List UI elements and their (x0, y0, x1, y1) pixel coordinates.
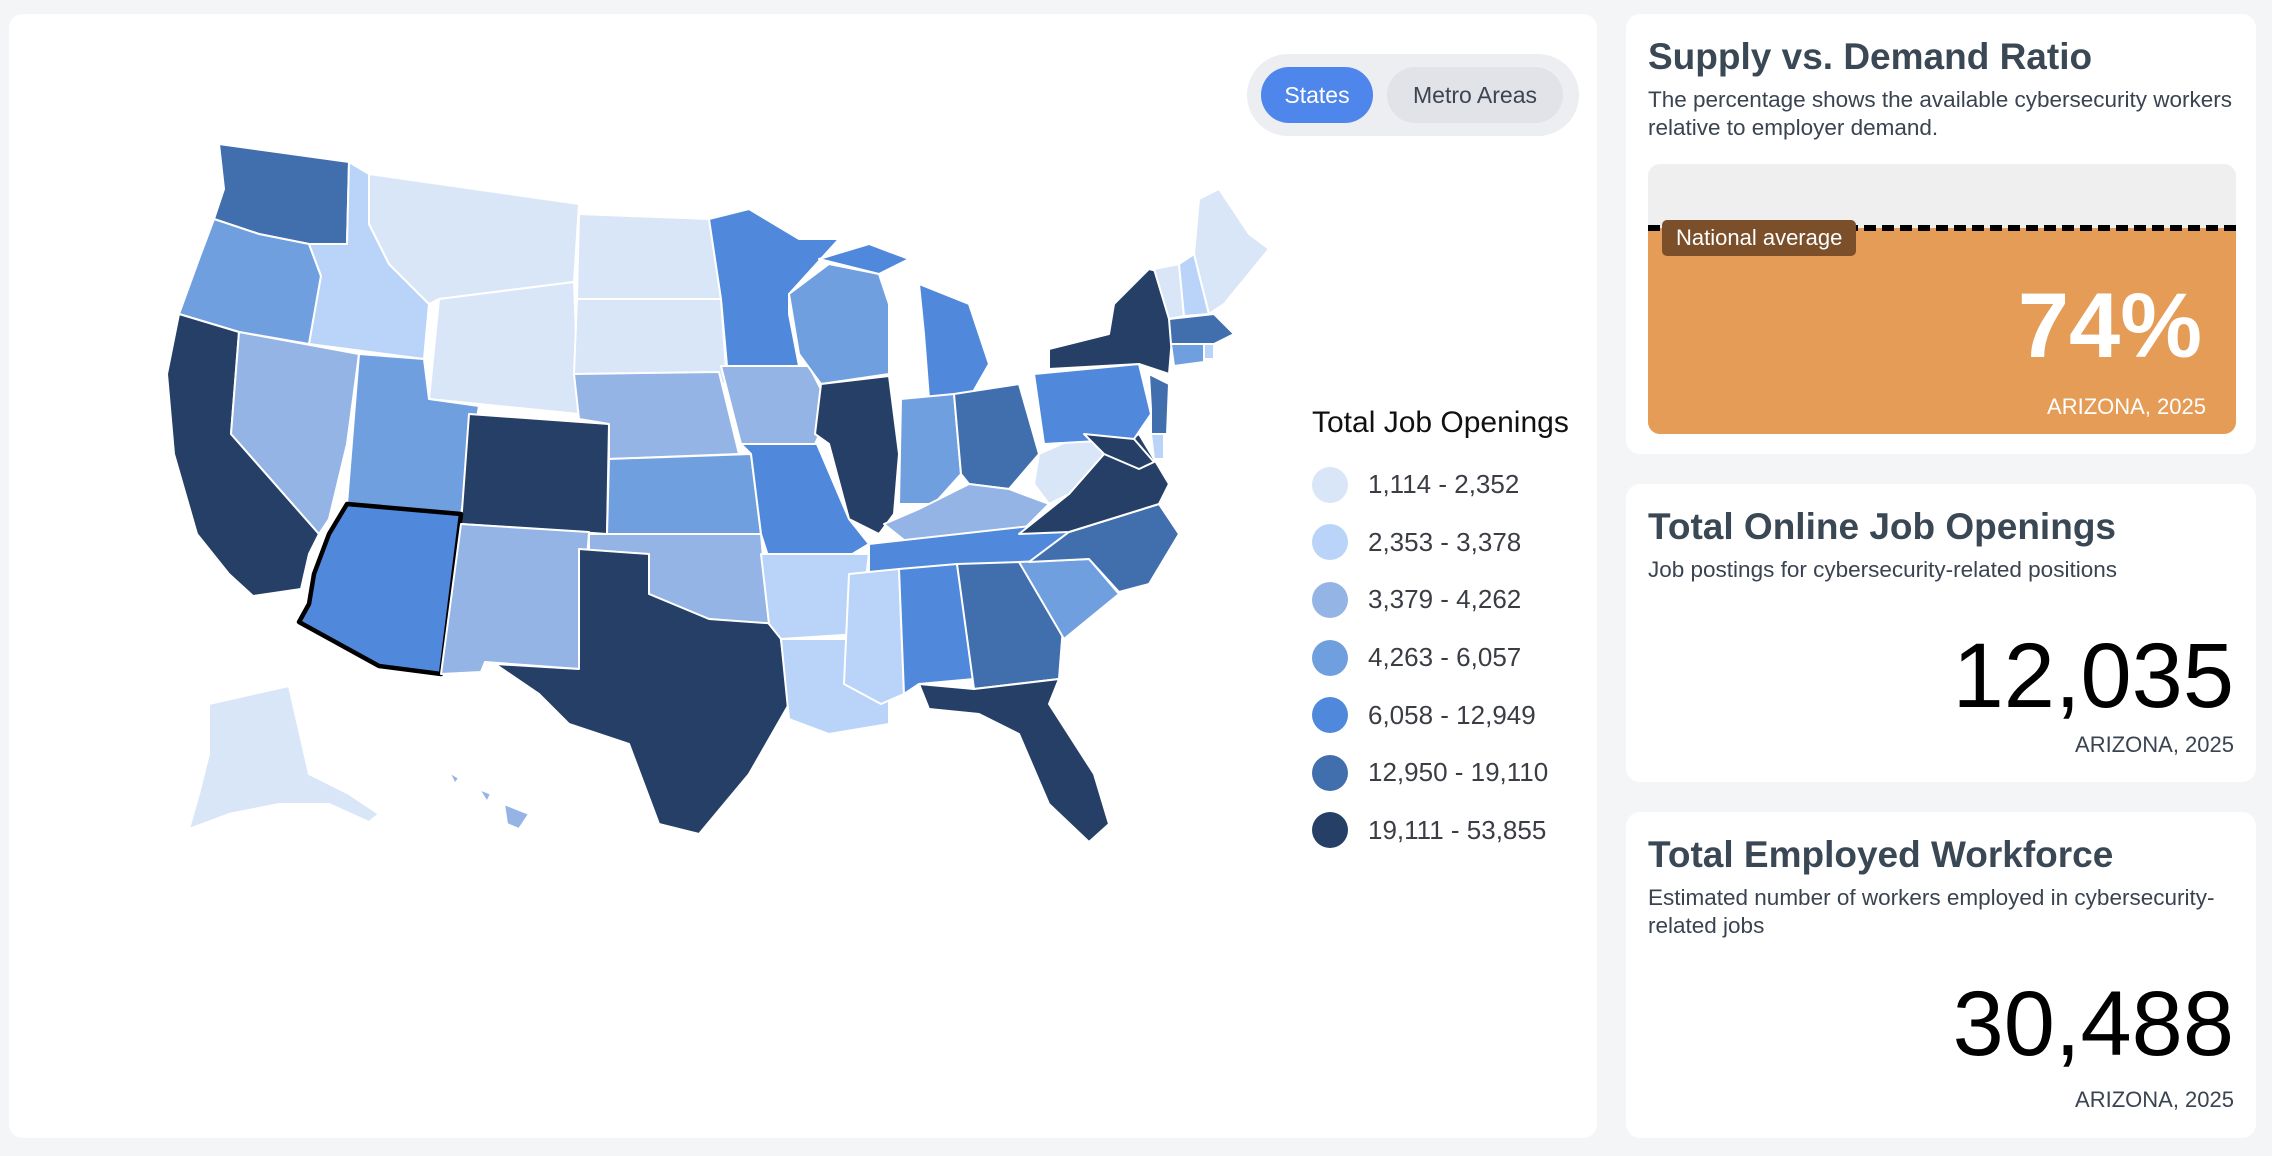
legend-item: 2,353 - 3,378 (1312, 514, 1582, 572)
state-ohio[interactable] (953, 383, 1040, 490)
ratio-value: 74% (2017, 275, 2202, 377)
state-maryland[interactable] (1083, 433, 1155, 470)
legend-items: 1,114 - 2,352 2,353 - 3,378 3,379 - 4,262 4… (1312, 456, 1582, 859)
workforce-card: Total Employed Workforce Estimated numbe… (1626, 812, 2256, 1138)
state-new-jersey[interactable] (1148, 373, 1170, 435)
legend-label: 12,950 - 19,110 (1368, 757, 1549, 788)
state-new-mexico[interactable] (440, 523, 590, 675)
state-indiana[interactable] (898, 393, 962, 505)
states-toggle-button[interactable]: States (1261, 67, 1373, 123)
legend-label: 3,379 - 4,262 (1368, 584, 1522, 615)
legend-item: 1,114 - 2,352 (1312, 456, 1582, 514)
metro-areas-toggle-button[interactable]: Metro Areas (1387, 67, 1563, 123)
national-average-line (1648, 225, 2236, 231)
legend-swatch (1312, 639, 1348, 676)
job-openings-card: Total Online Job Openings Job postings f… (1626, 484, 2256, 782)
job-openings-location: ARIZONA, 2025 (2075, 732, 2234, 757)
supply-demand-card: Supply vs. Demand Ratio The percentage s… (1626, 14, 2256, 454)
map-panel: States Metro Areas Total Job Openings 1,… (9, 14, 1597, 1138)
ratio-location: ARIZONA, 2025 (2047, 394, 2206, 419)
view-toggle: States Metro Areas (1247, 54, 1579, 136)
workforce-location: ARIZONA, 2025 (2075, 1087, 2234, 1112)
state-mississippi[interactable] (843, 568, 905, 705)
legend-label: 4,263 - 6,057 (1368, 642, 1522, 673)
national-average-label: National average (1662, 220, 1857, 256)
state-maine[interactable] (1193, 188, 1270, 315)
workforce-title: Total Employed Workforce (1648, 834, 2114, 875)
workforce-description: Estimated number of workers employed in … (1648, 885, 2215, 938)
state-massachusetts[interactable] (1168, 313, 1235, 345)
ratio-gauge: 74% ARIZONA, 2025 National average (1648, 164, 2236, 434)
legend-swatch (1312, 812, 1348, 849)
legend-item: 12,950 - 19,110 (1312, 744, 1582, 802)
legend-item: 3,379 - 4,262 (1312, 571, 1582, 629)
legend-swatch (1312, 524, 1348, 561)
legend-swatch (1312, 754, 1348, 791)
supply-demand-title: Supply vs. Demand Ratio (1648, 36, 2093, 77)
state-alabama[interactable] (898, 563, 975, 695)
state-connecticut[interactable] (1170, 341, 1205, 367)
state-florida[interactable] (918, 678, 1110, 843)
workforce-value: 30,488 (1952, 973, 2234, 1075)
state-illinois[interactable] (814, 375, 900, 535)
legend-swatch (1312, 466, 1348, 503)
legend-label: 19,111 - 53,855 (1368, 814, 1547, 845)
state-north-dakota[interactable] (576, 213, 722, 300)
state-new-york[interactable] (1048, 268, 1175, 375)
state-minnesota[interactable] (708, 208, 840, 367)
state-arizona[interactable] (296, 501, 464, 677)
legend-title: Total Job Openings (1312, 406, 1569, 439)
job-openings-value: 12,035 (1952, 625, 2234, 727)
state-delaware[interactable] (1150, 433, 1165, 460)
state-texas[interactable] (494, 548, 790, 835)
state-colorado[interactable] (460, 413, 610, 535)
us-choropleth-map (166, 143, 1270, 843)
state-kansas[interactable] (606, 453, 762, 535)
state-alaska[interactable] (188, 685, 380, 830)
job-openings-description: Job postings for cybersecurity-related p… (1648, 557, 2117, 582)
legend-label: 2,353 - 3,378 (1368, 526, 1522, 557)
legend-item: 4,263 - 6,057 (1312, 629, 1582, 687)
state-wyoming[interactable] (428, 281, 580, 415)
legend-item: 6,058 - 12,949 (1312, 686, 1582, 744)
legend-label: 1,114 - 2,352 (1368, 469, 1520, 500)
map-legend: Total Job Openings 1,114 - 2,352 2,353 - … (1312, 404, 1582, 859)
legend-swatch (1312, 581, 1348, 618)
legend-swatch (1312, 697, 1348, 734)
legend-label: 6,058 - 12,949 (1368, 699, 1536, 730)
ratio-fill: 74% ARIZONA, 2025 (1648, 228, 2236, 434)
state-arkansas[interactable] (760, 553, 870, 640)
supply-demand-description: The percentage shows the available cyber… (1648, 87, 2233, 140)
state-pennsylvania[interactable] (1033, 363, 1152, 445)
legend-item: 19,111 - 53,855 (1312, 802, 1582, 860)
state-wisconsin[interactable] (788, 263, 890, 385)
state-hawaii[interactable] (448, 771, 530, 830)
job-openings-title: Total Online Job Openings (1648, 506, 2116, 547)
